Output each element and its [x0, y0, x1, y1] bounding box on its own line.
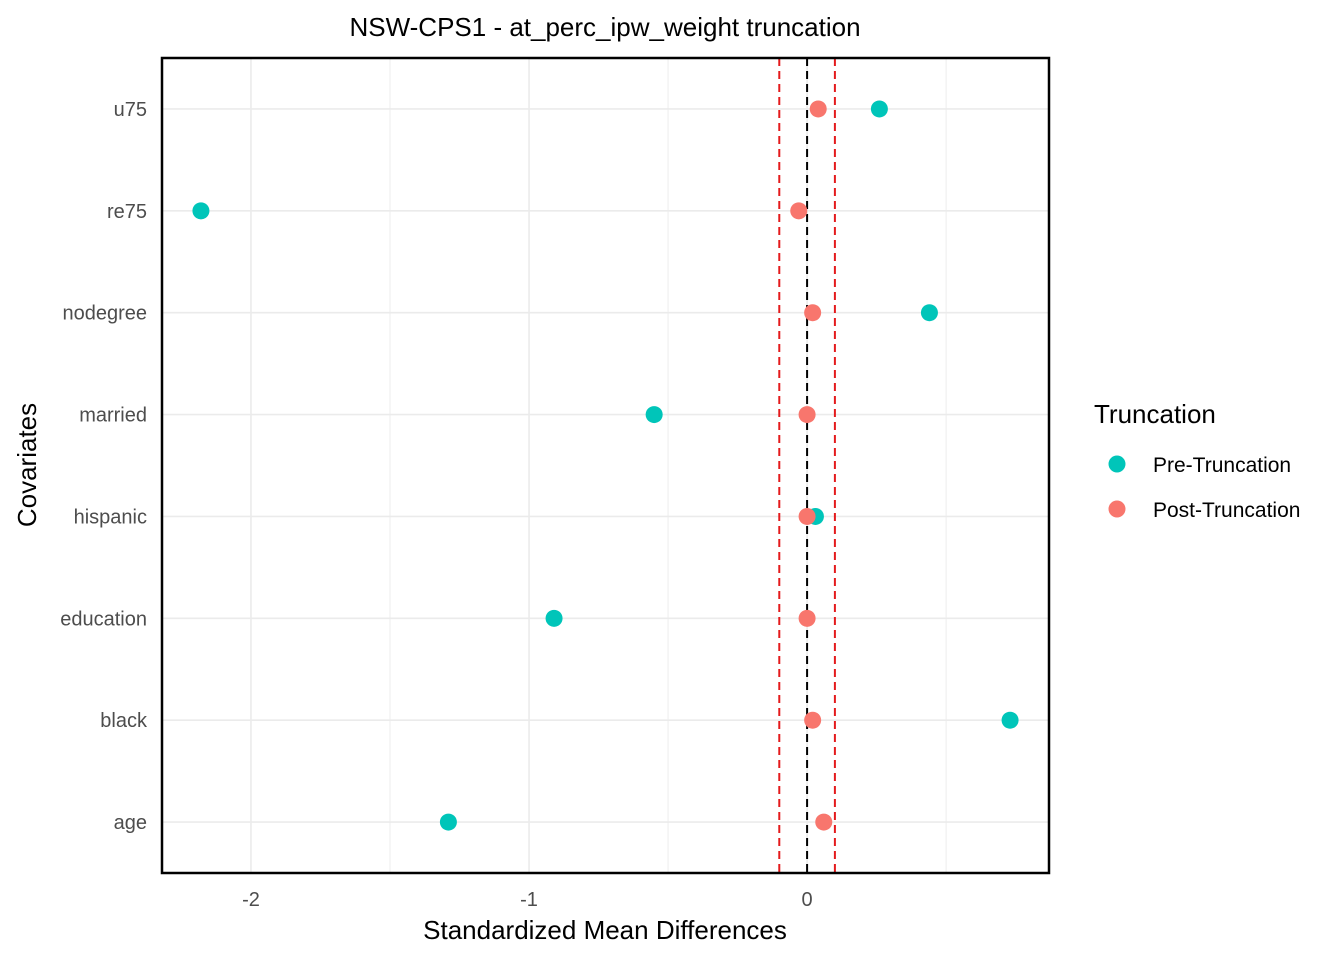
y-axis-title: Covariates — [12, 403, 42, 527]
pre-truncation-point-nodegree — [920, 304, 938, 322]
grid-lines — [162, 58, 1049, 873]
legend-label-post-truncation: Post-Truncation — [1153, 499, 1300, 522]
post-truncation-point-re75 — [790, 202, 808, 220]
legend: Truncation Pre-Truncation Post-Truncation — [1094, 399, 1300, 522]
plot-panel-border — [160, 56, 1051, 875]
pre-truncation-point-re75 — [192, 202, 210, 220]
y-tick-label: re75 — [107, 201, 147, 223]
y-tick-labels: age black education hispanic married nodegree… — [60, 99, 148, 834]
y-tick-label: education — [60, 608, 147, 630]
pre-truncation-point-black — [1001, 711, 1019, 729]
pre-truncation-point-married — [645, 406, 663, 424]
post-truncation-point-hispanic — [798, 507, 816, 525]
legend-title: Truncation — [1094, 399, 1216, 429]
y-tick-label: married — [79, 405, 147, 427]
legend-label-pre-truncation: Pre-Truncation — [1153, 454, 1291, 477]
x-tick-labels: -2 -1 0 — [242, 889, 813, 911]
y-tick-label: u75 — [114, 99, 147, 121]
x-tick-label: 0 — [802, 889, 813, 911]
y-tick-label: age — [114, 812, 147, 834]
data-points — [192, 100, 1019, 831]
legend-swatch-post-truncation — [1108, 500, 1126, 518]
pre-truncation-point-u75 — [870, 100, 888, 118]
post-truncation-point-married — [798, 406, 816, 424]
post-truncation-point-age — [815, 813, 833, 831]
y-tick-label: nodegree — [62, 303, 147, 325]
legend-items: Pre-Truncation Post-Truncation — [1108, 454, 1300, 522]
chart-title: NSW-CPS1 - at_perc_ipw_weight truncation — [349, 12, 860, 42]
reference-lines — [778, 58, 836, 873]
pre-truncation-point-education — [545, 609, 563, 627]
post-truncation-point-black — [804, 711, 822, 729]
y-tick-label: black — [100, 710, 148, 732]
y-tick-label: hispanic — [74, 506, 147, 528]
post-truncation-point-u75 — [809, 100, 827, 118]
post-truncation-point-nodegree — [804, 304, 822, 322]
legend-swatch-pre-truncation — [1108, 455, 1126, 473]
x-tick-label: -2 — [242, 889, 260, 911]
x-tick-label: -1 — [520, 889, 538, 911]
pre-truncation-point-age — [439, 813, 457, 831]
x-axis-title: Standardized Mean Differences — [423, 915, 787, 945]
post-truncation-point-education — [798, 609, 816, 627]
